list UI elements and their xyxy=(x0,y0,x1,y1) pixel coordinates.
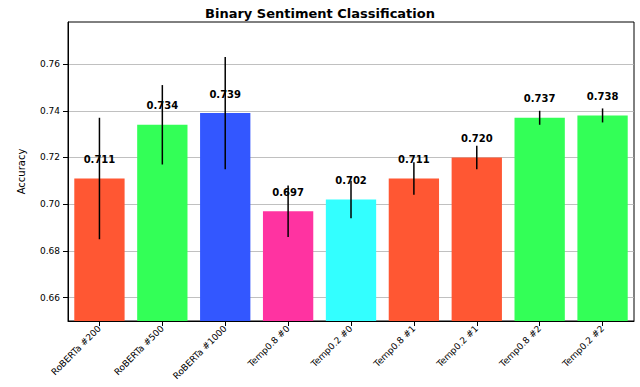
svg-text:0.737: 0.737 xyxy=(524,93,556,104)
svg-text:0.72: 0.72 xyxy=(40,152,60,162)
svg-text:0.711: 0.711 xyxy=(83,154,116,165)
svg-text:Temp0.8 #0: Temp0.8 #0 xyxy=(245,323,291,369)
svg-text:0.697: 0.697 xyxy=(272,186,304,198)
svg-text:0.738: 0.738 xyxy=(587,91,619,102)
svg-text:Temp0.2 #0: Temp0.2 #0 xyxy=(308,323,354,369)
svg-text:Binary Sentiment Classificatio: Binary Sentiment Classification xyxy=(205,6,435,21)
svg-text:RoBERTa #500: RoBERTa #500 xyxy=(112,323,166,377)
svg-text:Accuracy: Accuracy xyxy=(16,149,27,195)
svg-text:0.74: 0.74 xyxy=(40,106,60,116)
svg-text:Temp0.2 #2: Temp0.2 #2 xyxy=(560,323,606,369)
svg-text:0.702: 0.702 xyxy=(335,175,367,186)
svg-text:0.70: 0.70 xyxy=(40,199,60,209)
svg-text:0.76: 0.76 xyxy=(40,59,60,69)
svg-text:Temp0.8 #1: Temp0.8 #1 xyxy=(371,323,417,369)
svg-text:0.720: 0.720 xyxy=(461,133,493,144)
svg-text:0.68: 0.68 xyxy=(40,246,60,256)
svg-text:0.739: 0.739 xyxy=(209,88,241,100)
svg-text:Temp0.2 #1: Temp0.2 #1 xyxy=(434,323,480,369)
svg-text:RoBERTa #200: RoBERTa #200 xyxy=(49,323,103,377)
svg-text:RoBERTa #1000: RoBERTa #1000 xyxy=(171,323,229,381)
svg-text:0.734: 0.734 xyxy=(146,100,179,112)
svg-text:Temp0.8 #2: Temp0.8 #2 xyxy=(497,323,543,369)
svg-text:0.66: 0.66 xyxy=(40,293,60,303)
svg-text:0.711: 0.711 xyxy=(398,154,430,165)
